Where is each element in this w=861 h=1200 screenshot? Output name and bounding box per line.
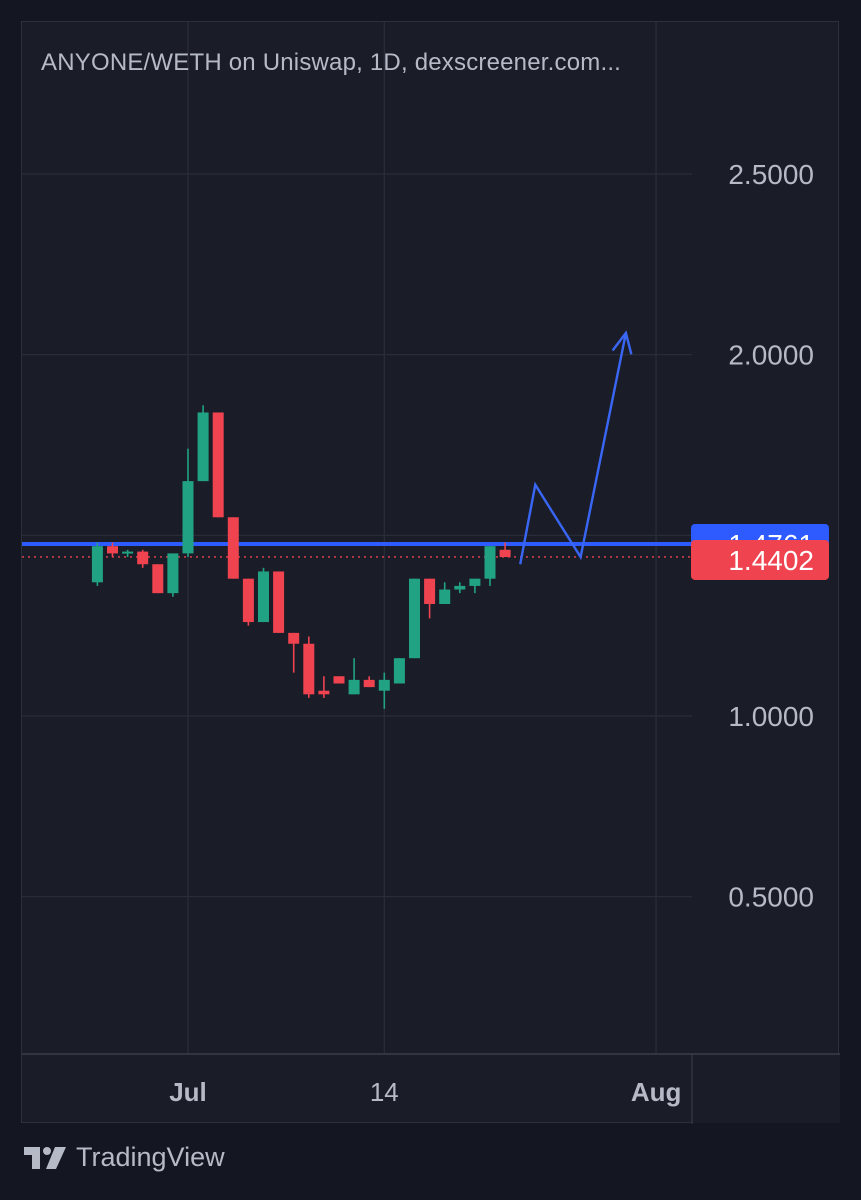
tradingview-branding[interactable]: TradingView [22,1142,225,1173]
candle-body [439,589,451,604]
y-tick-label: 2.5000 [728,159,814,190]
candle-body [91,546,103,583]
candle-body [409,578,420,659]
tradingview-label: TradingView [76,1142,225,1172]
candle-body [258,571,269,623]
candle-body [333,676,345,684]
candle-body [469,578,481,586]
candle-body [393,658,405,684]
candle-body [107,546,118,554]
candle-body [454,585,466,590]
last-price-tag [691,539,829,580]
candle-body [167,553,179,594]
candle-body [227,517,239,579]
chart-canvas[interactable]: 2.50002.00001.00000.5000Jul14Aug1.47611.… [22,22,840,1124]
x-tick-label: 14 [370,1077,399,1107]
candle-body [273,571,285,633]
candle-body [484,546,496,579]
chart-panel[interactable]: 2.50002.00001.00000.5000Jul14Aug1.47611.… [21,21,840,1124]
axis-layer: 2.50002.00001.00000.5000Jul14Aug1.47611.… [22,159,840,1124]
tradingview-logo-icon [24,1146,66,1169]
candle-body [137,551,149,565]
grid-layer [22,22,692,1054]
candle-body [197,412,209,482]
candle-body [499,549,511,558]
candle-body [303,643,315,695]
last-price-label: 1.4402 [728,545,814,576]
y-tick-label: 0.5000 [728,882,814,913]
candle-body [242,578,254,623]
x-tick-label: Aug [631,1077,682,1107]
y-tick-label: 2.0000 [728,340,814,371]
candles-layer [91,405,511,709]
candle-body [363,679,375,688]
candle-body [122,551,134,554]
axis-corner [692,1055,840,1123]
candle-body [348,679,360,695]
candle-body [378,679,390,691]
projection-path [519,332,628,565]
candle-body [318,690,330,695]
y-tick-label: 1.0000 [728,701,814,732]
candle-body [212,412,224,518]
candle-body [288,632,300,644]
candle-body [152,564,164,594]
candle-body [424,578,436,604]
x-tick-label: Jul [169,1077,207,1107]
price-lines-layer [22,541,692,558]
projection-arrowhead [611,330,633,355]
drawing-layer [519,330,633,565]
chart-title: ANYONE/WETH on Uniswap, 1D, dexscreener.… [41,49,622,76]
candle-body [182,481,194,554]
